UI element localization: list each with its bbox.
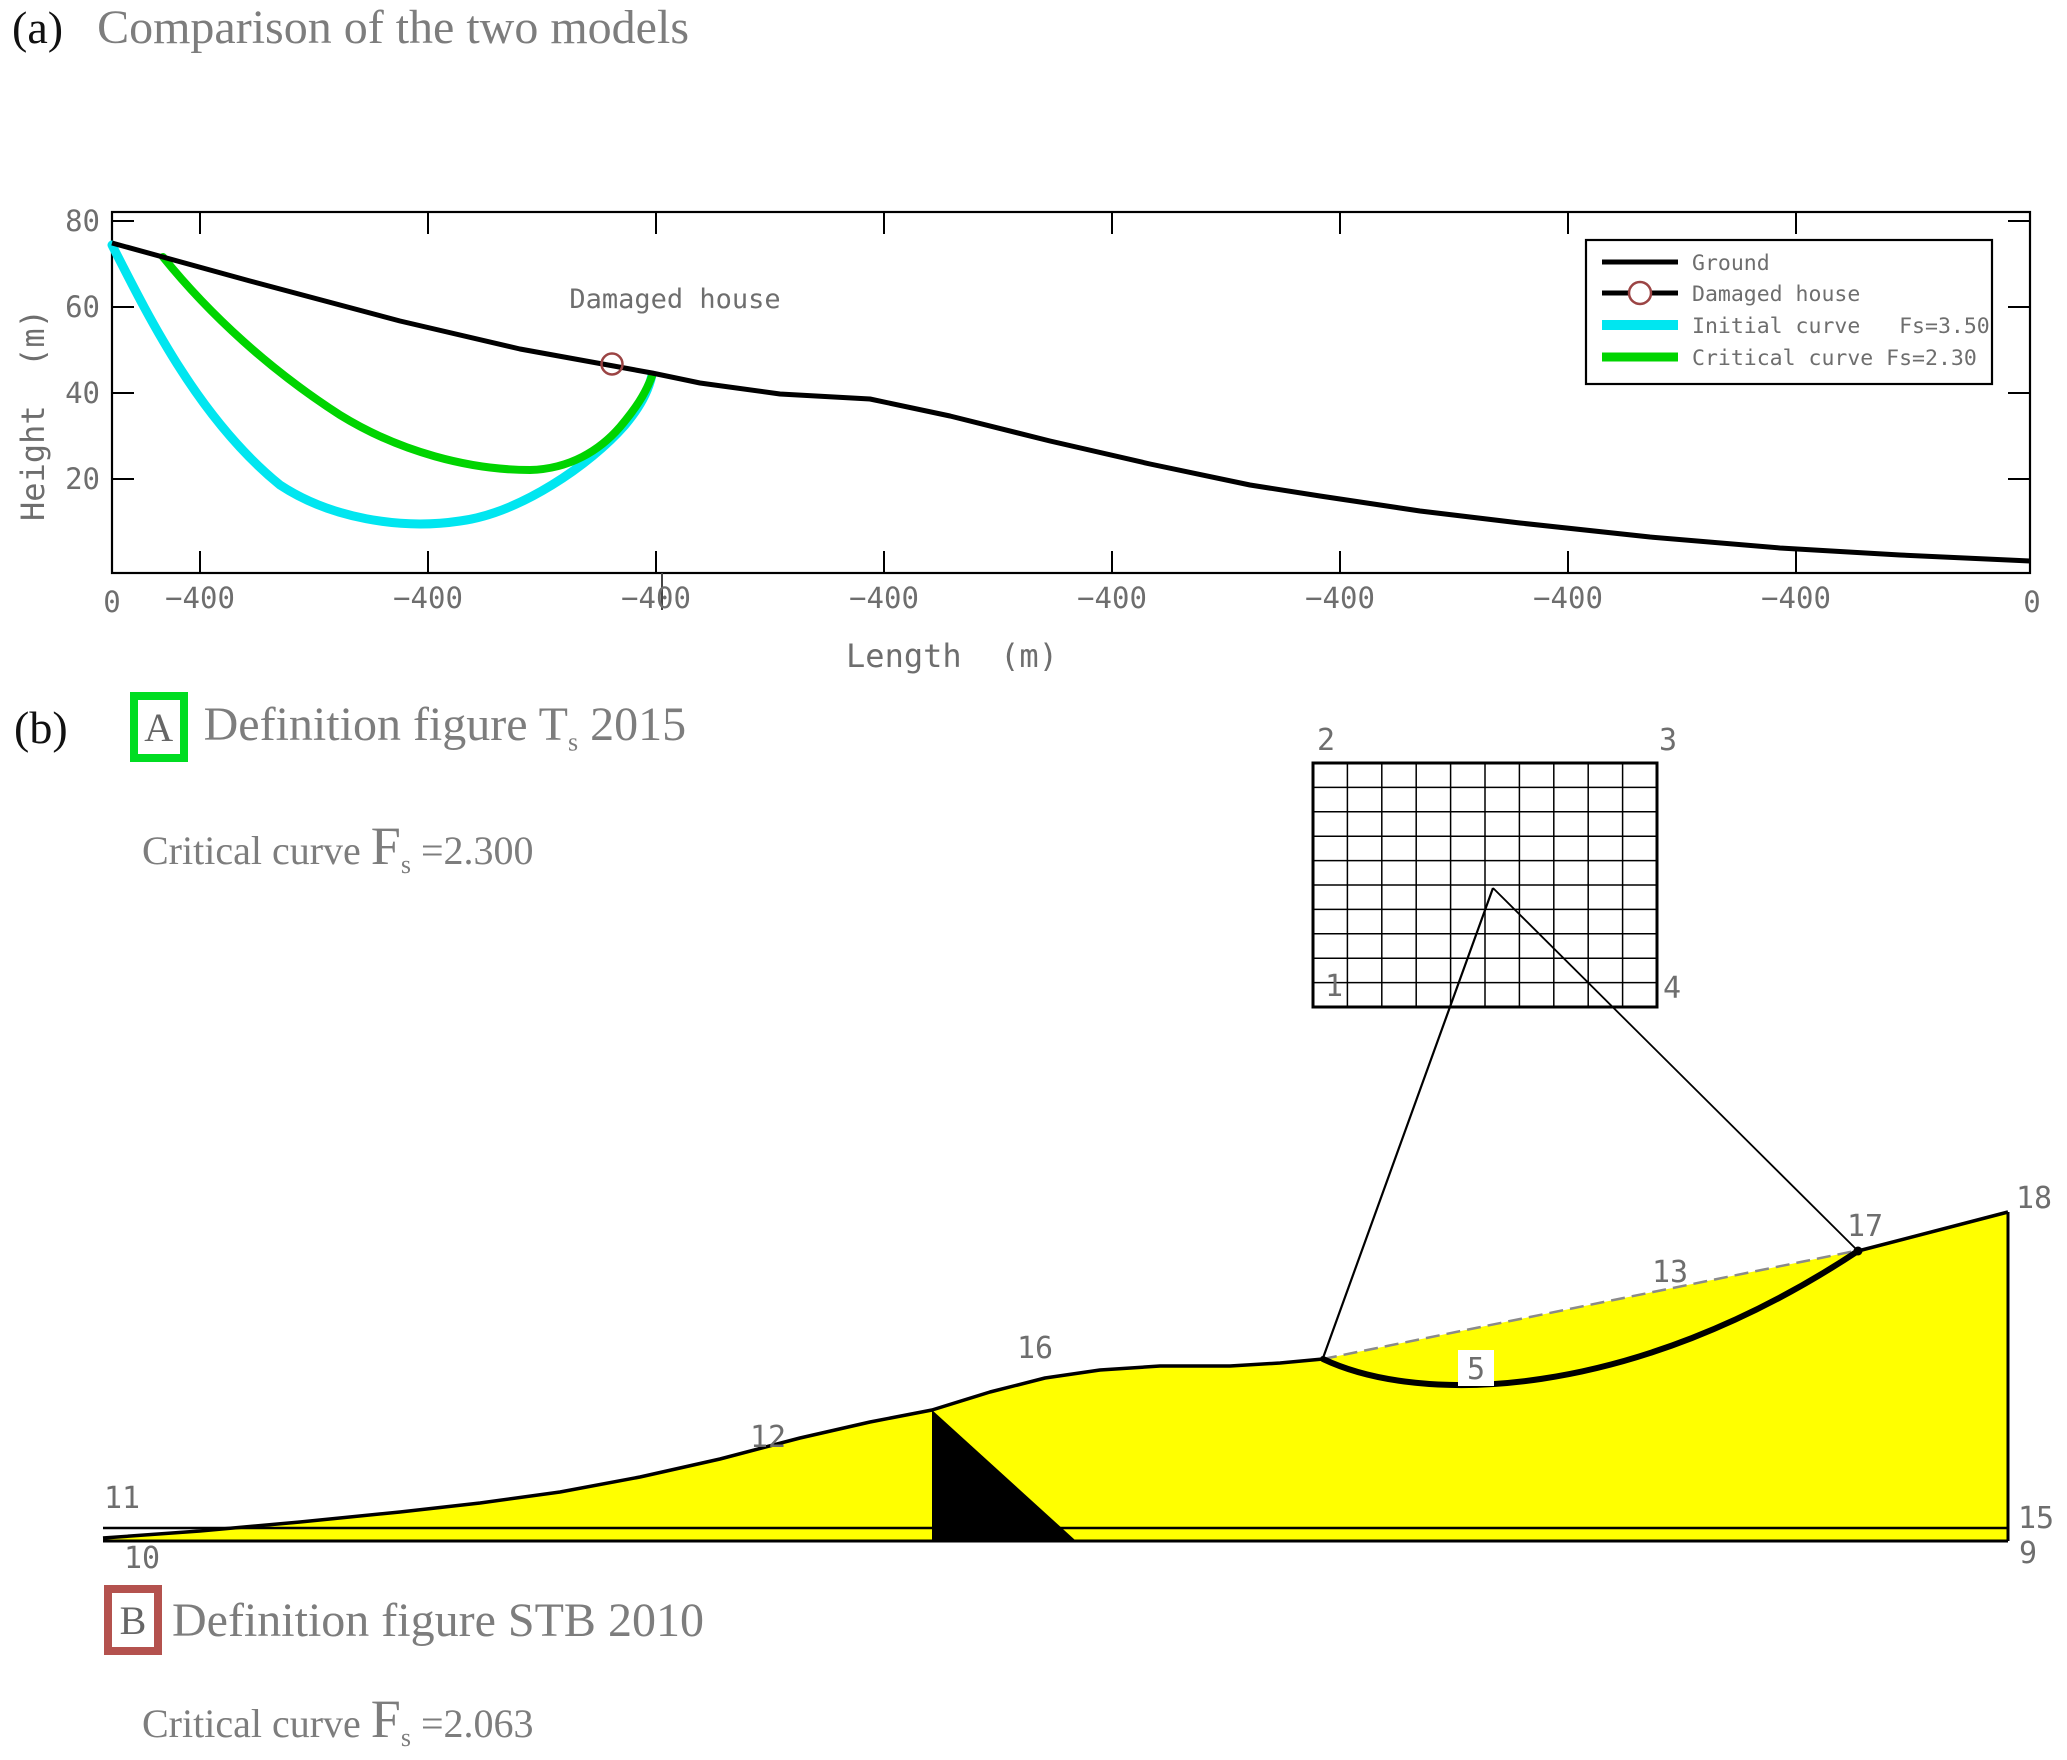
point-label-3: 3 xyxy=(1659,723,1677,758)
label-5-backing xyxy=(1458,1350,1494,1386)
upper-slope-17-18 xyxy=(1857,1210,2009,1253)
y-ticks xyxy=(112,220,2030,480)
point-label-10: 10 xyxy=(124,1541,160,1576)
critical-curve-b: Critical curve Fs =2.063 xyxy=(142,1688,534,1753)
y-tick-label: 80 xyxy=(65,204,100,238)
critical-b-fsub: s xyxy=(400,1723,411,1752)
slope-triangle xyxy=(932,1410,1075,1540)
point-label-18: 18 xyxy=(2016,1181,2052,1216)
definition-a-title: Definition figure Ts 2015 xyxy=(204,697,686,758)
x-tick-label: −400 xyxy=(1305,581,1375,615)
legend: Ground Damaged house Initial curve Fs=3.… xyxy=(1584,238,1994,386)
search-grid xyxy=(1311,761,1858,1359)
x-tick-label: −400 xyxy=(165,581,235,615)
plot-a: 80 60 40 20 0 −400 −400 −400 −400 −400 −… xyxy=(14,204,2041,675)
x-tick-label: −400 xyxy=(1077,581,1147,615)
critical-a-fsub: s xyxy=(400,850,411,879)
y-tick-labels: 80 60 40 20 xyxy=(65,204,100,496)
point-labels: 2 3 1 4 11 10 12 16 13 17 18 15 9 xyxy=(104,723,2054,1576)
x-tick-label: −400 xyxy=(393,581,463,615)
point-label-2: 2 xyxy=(1317,723,1335,758)
y-tick-label: 60 xyxy=(65,290,100,324)
x-tick-label: −400 xyxy=(849,581,919,615)
legend-label: Ground xyxy=(1692,251,1770,276)
x-ticks xyxy=(199,212,1797,573)
legend-label: Initial curve Fs=3.50 xyxy=(1692,314,1990,339)
y-tick-label: 20 xyxy=(65,462,100,496)
critical-a-f: F xyxy=(370,816,401,876)
grid-lines xyxy=(1313,763,1657,1007)
point-label-4: 4 xyxy=(1663,971,1681,1006)
slip-curve xyxy=(1320,1248,1861,1389)
leader-line-left xyxy=(1321,887,1495,1359)
x-tick-label-first: 0 xyxy=(103,585,120,619)
panel-b-index: (b) xyxy=(14,701,68,753)
point-label-11: 11 xyxy=(104,1481,140,1516)
panel-b2-heading: B Definition figure STB 2010 xyxy=(104,1585,704,1655)
point-label-13: 13 xyxy=(1652,1255,1688,1290)
x-axis-label: Length (m) xyxy=(846,637,1058,675)
leader-line-right xyxy=(1492,887,1858,1251)
definition-b-title: Definition figure STB 2010 xyxy=(172,1593,704,1647)
critical-a-prefix: Critical curve xyxy=(142,828,371,873)
legend-label: Damaged house xyxy=(1692,282,1860,307)
diagram-b: 2 3 1 4 11 10 12 16 13 17 18 15 9 5 xyxy=(102,723,2054,1576)
critical-b-value: =2.063 xyxy=(410,1701,534,1746)
panel-b-heading: (b) A Definition figure Ts 2015 xyxy=(14,692,686,762)
critical-curve xyxy=(159,253,656,475)
y-tick-label: 40 xyxy=(65,376,100,410)
x-tick-labels: 0 −400 −400 −400 −400 −400 −400 −400 −40… xyxy=(103,581,2040,619)
critical-a-value: =2.300 xyxy=(410,828,534,873)
x-tick-label: −400 xyxy=(1761,581,1831,615)
panel-a-index: (a) xyxy=(12,2,64,53)
critical-b-prefix: Critical curve xyxy=(142,1701,371,1746)
y-axis-label: Height (m) xyxy=(14,309,52,521)
point-label-17: 17 xyxy=(1847,1209,1883,1244)
x-tick-label: −400 xyxy=(1533,581,1603,615)
definition-a-title-main: Definition figure T xyxy=(203,697,568,751)
x-tick-label-last: 0 xyxy=(2023,585,2040,619)
point-label-16: 16 xyxy=(1017,1331,1053,1366)
definition-a-title-sub: s xyxy=(568,727,579,757)
damaged-house-annotation: Damaged house xyxy=(569,284,780,315)
x-tick-label: −400 xyxy=(621,581,691,615)
definition-b-box: B xyxy=(104,1585,162,1655)
ground-surface-b xyxy=(102,1357,1324,1540)
critical-curve-a: Critical curve Fs =2.300 xyxy=(142,815,534,880)
dashed-original-surface xyxy=(1322,1249,1856,1361)
panel-a-heading: (a) Comparison of the two models xyxy=(12,0,689,55)
panel-a-title: Comparison of the two models xyxy=(97,1,689,54)
point-label-9: 9 xyxy=(2019,1536,2037,1571)
critical-b-f: F xyxy=(370,1689,401,1749)
point-label-12: 12 xyxy=(750,1420,786,1455)
definition-a-box: A xyxy=(129,692,188,762)
damaged-house-marker xyxy=(600,352,624,376)
point-label-15: 15 xyxy=(2018,1501,2054,1536)
ground-curve xyxy=(111,240,2031,564)
legend-circle-icon xyxy=(1627,280,1653,306)
legend-label: Critical curve Fs=2.30 xyxy=(1692,346,1977,371)
point-label-5: 5 xyxy=(1467,1352,1485,1387)
point-label-1: 1 xyxy=(1325,969,1343,1004)
definition-a-title-tail: 2015 xyxy=(578,697,687,751)
